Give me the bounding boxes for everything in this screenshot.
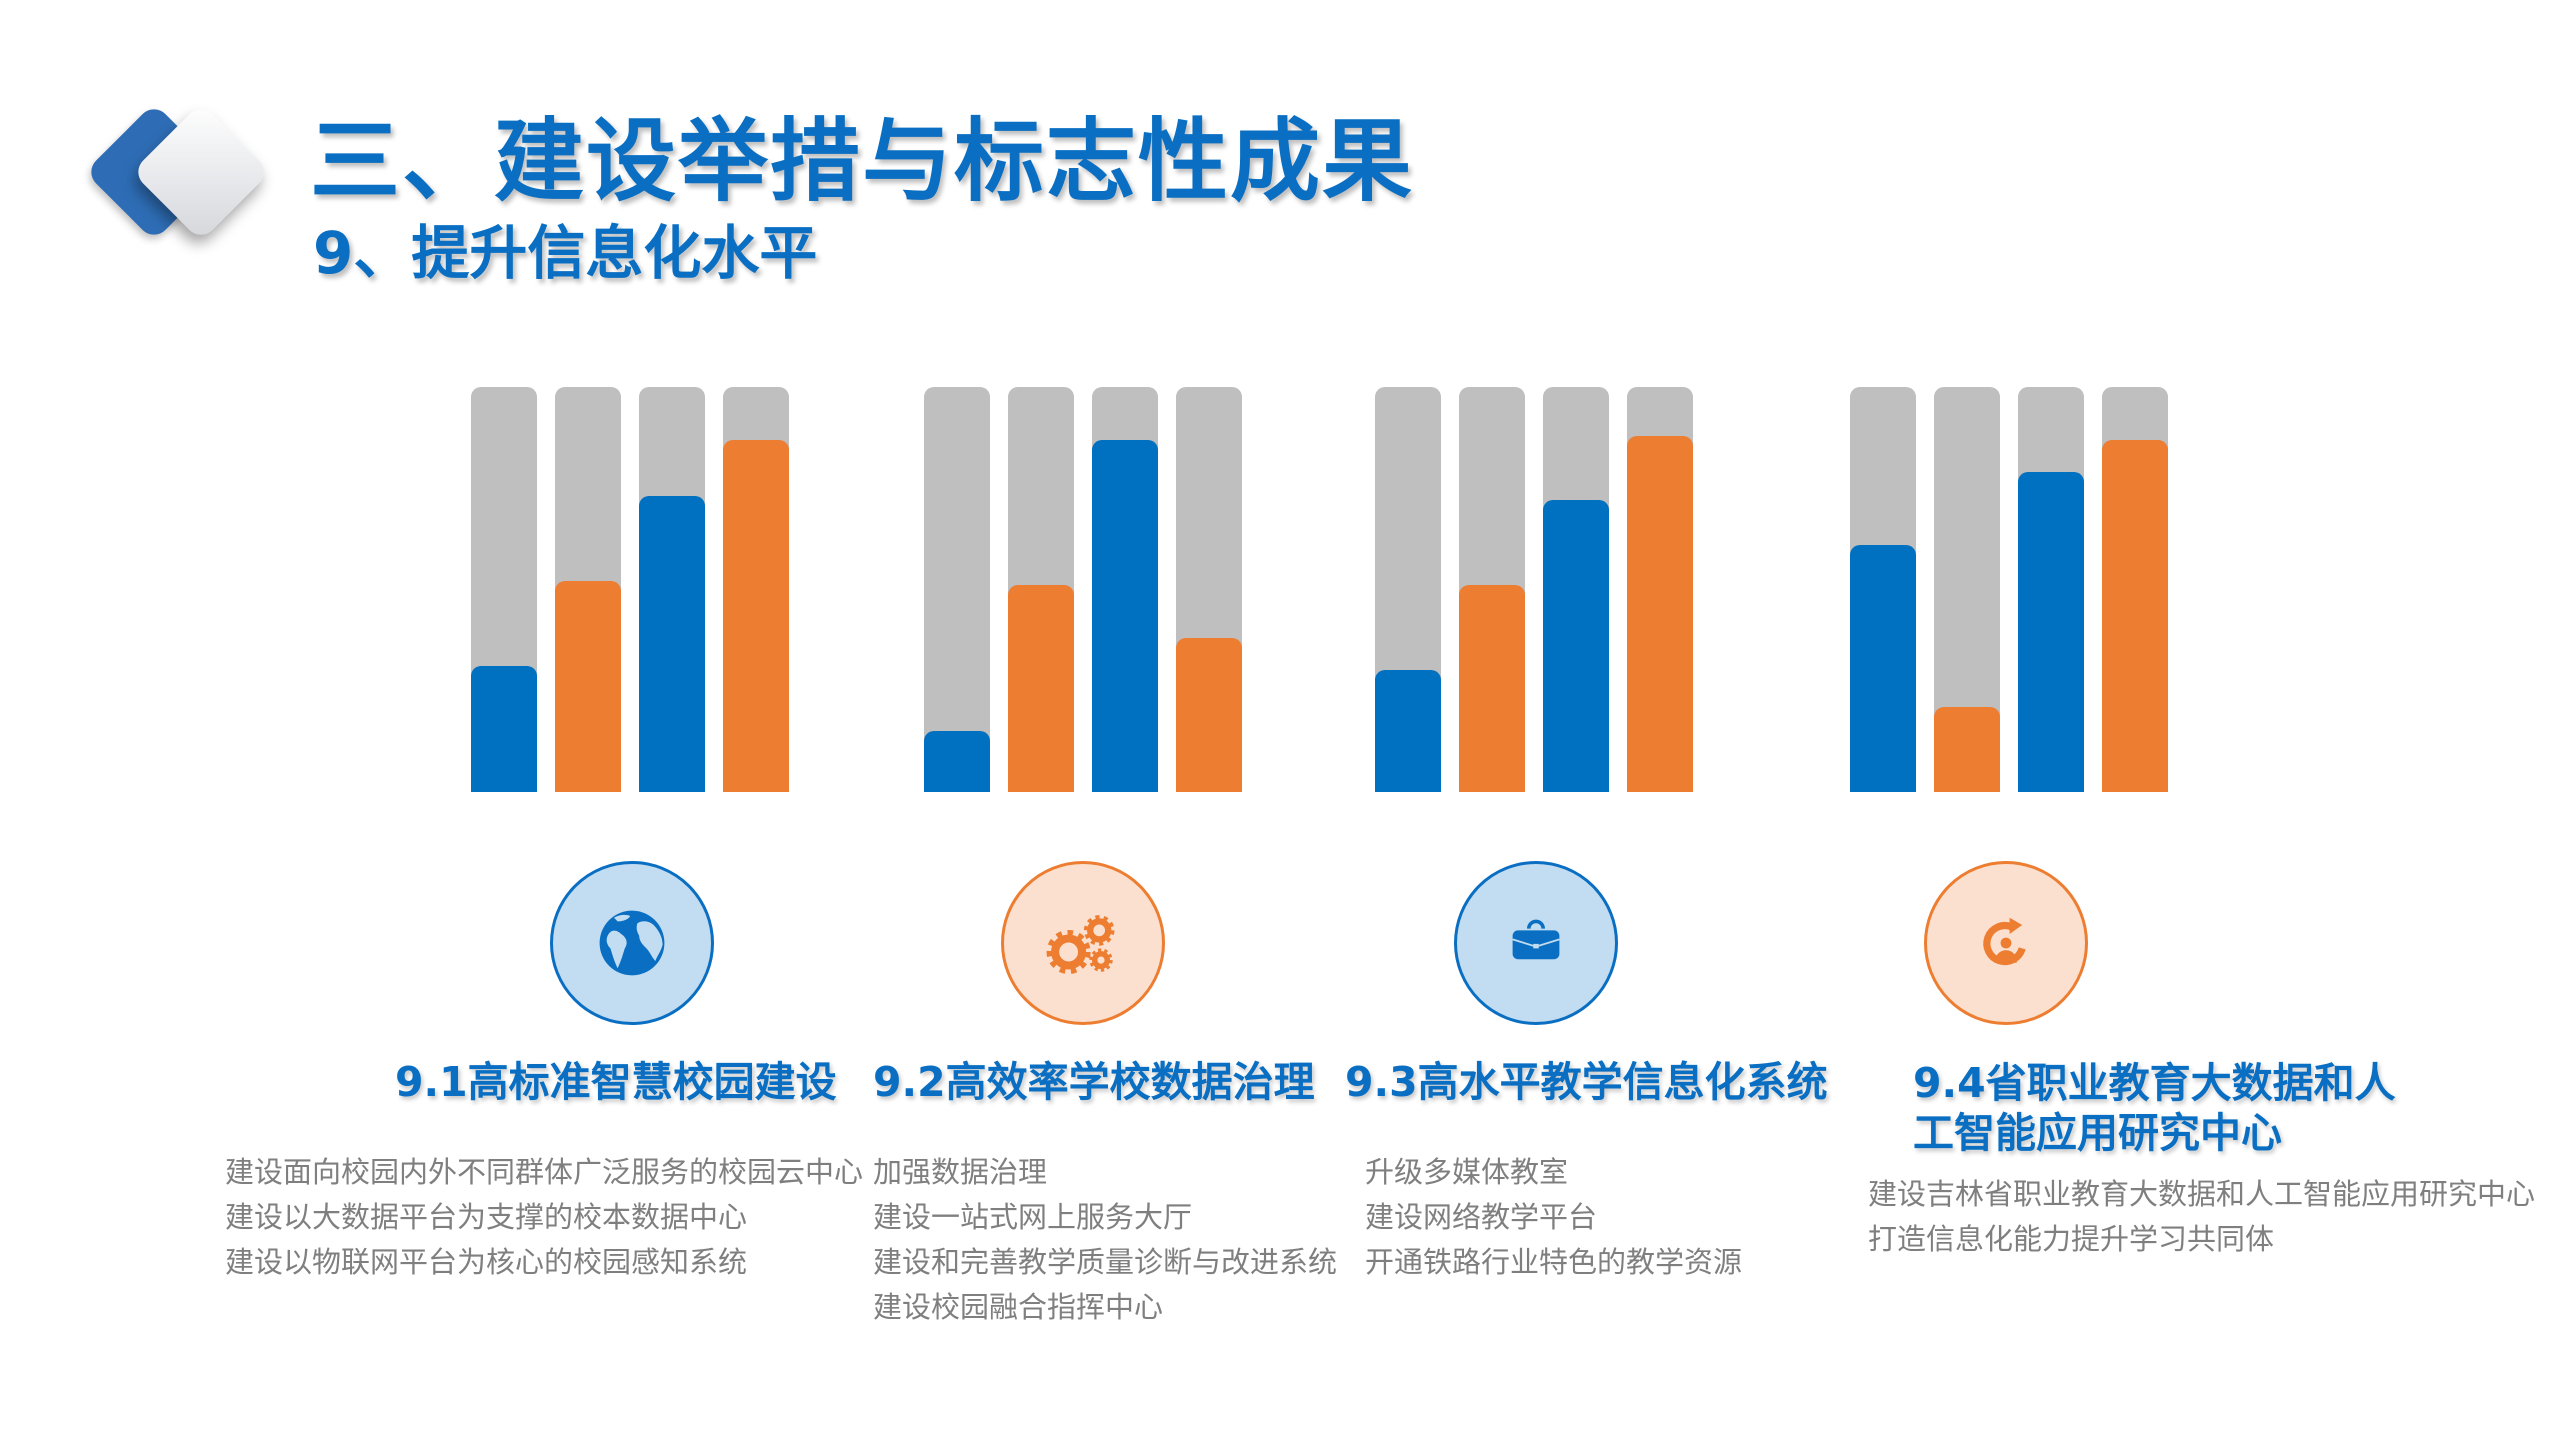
page-title: 三、建设举措与标志性成果 xyxy=(310,109,1414,214)
bar-2-3 xyxy=(1092,440,1158,792)
bar-2-1 xyxy=(924,731,990,792)
section-heading-3: 9.3高水平教学信息化系统 xyxy=(1345,1058,1828,1107)
section-list-2: 加强数据治理 建设一站式网上服务大厅 建设和完善教学质量诊断与改进系统 建设校园… xyxy=(873,1150,1337,1330)
section-heading-2: 9.2高效率学校数据治理 xyxy=(873,1058,1315,1107)
bar-track xyxy=(639,387,705,792)
list-item: 建设以大数据平台为支撑的校本数据中心 xyxy=(225,1200,748,1234)
list-item: 建设以物联网平台为核心的校园感知系统 xyxy=(225,1245,748,1279)
list-item: 打造信息化能力提升学习共同体 xyxy=(1868,1222,2275,1256)
section-list-3: 升级多媒体教室 建设网络教学平台 开通铁路行业特色的教学资源 xyxy=(1365,1150,1742,1285)
heading-line: 9.1高标准智慧校园建设 xyxy=(395,1058,837,1106)
bar-track xyxy=(2018,387,2084,792)
globe-icon xyxy=(599,910,665,976)
logo xyxy=(70,85,300,260)
bar-track xyxy=(1850,387,1916,792)
briefcase-icon-circle xyxy=(1454,861,1618,1025)
heading-line: 9.3高水平教学信息化系统 xyxy=(1345,1058,1828,1106)
bar-track xyxy=(1008,387,1074,792)
section-heading-1: 9.1高标准智慧校园建设 xyxy=(395,1058,837,1107)
bar-track xyxy=(1543,387,1609,792)
list-item: 建设面向校园内外不同群体广泛服务的校园云中心 xyxy=(225,1155,864,1189)
list-item: 加强数据治理 xyxy=(873,1155,1048,1189)
bar-track xyxy=(2102,387,2168,792)
bar-3-3 xyxy=(1543,500,1609,792)
bar-1-4 xyxy=(723,440,789,792)
page-subtitle: 9、提升信息化水平 xyxy=(313,219,818,287)
bar-1-1 xyxy=(471,666,537,792)
bar-2-2 xyxy=(1008,585,1074,792)
section-heading-4: 9.4省职业教育大数据和人 工智能应用研究中心 xyxy=(1913,1058,2396,1158)
bar-1-2 xyxy=(555,581,621,792)
list-item: 建设和完善教学质量诊断与改进系统 xyxy=(873,1245,1338,1279)
bar-track xyxy=(1627,387,1693,792)
heading-line: 9.4省职业教育大数据和人 xyxy=(1913,1059,2396,1107)
bar-2-4 xyxy=(1176,638,1242,792)
person-refresh-icon-circle xyxy=(1924,861,2088,1025)
person-refresh-icon xyxy=(1983,917,2026,966)
bar-track xyxy=(1459,387,1525,792)
list-item: 升级多媒体教室 xyxy=(1365,1155,1569,1189)
bar-chart xyxy=(0,387,2560,792)
bar-track xyxy=(1092,387,1158,792)
list-item: 开通铁路行业特色的教学资源 xyxy=(1365,1245,1743,1279)
list-item: 建设一站式网上服务大厅 xyxy=(873,1200,1193,1234)
bar-3-2 xyxy=(1459,585,1525,792)
bar-1-3 xyxy=(639,496,705,792)
bar-4-4 xyxy=(2102,440,2168,792)
gears-icon-circle xyxy=(1001,861,1165,1025)
bar-track xyxy=(1934,387,2000,792)
bar-4-2 xyxy=(1934,707,2000,792)
bar-track xyxy=(1375,387,1441,792)
heading-line: 工智能应用研究中心 xyxy=(1913,1109,2282,1157)
section-list-1: 建设面向校园内外不同群体广泛服务的校园云中心 建设以大数据平台为支撑的校本数据中… xyxy=(225,1150,863,1285)
briefcase-icon xyxy=(1512,919,1560,960)
bar-4-3 xyxy=(2018,472,2084,792)
bar-track xyxy=(1176,387,1242,792)
heading-line: 9.2高效率学校数据治理 xyxy=(873,1058,1315,1106)
bar-track xyxy=(555,387,621,792)
bar-3-4 xyxy=(1627,436,1693,792)
bar-track xyxy=(924,387,990,792)
list-item: 建设吉林省职业教育大数据和人工智能应用研究中心 xyxy=(1868,1177,2536,1211)
section-list-4: 建设吉林省职业教育大数据和人工智能应用研究中心 打造信息化能力提升学习共同体 xyxy=(1868,1172,2535,1262)
bar-track xyxy=(471,387,537,792)
list-item: 建设网络教学平台 xyxy=(1365,1200,1598,1234)
globe-icon-circle xyxy=(550,861,714,1025)
gears-icon xyxy=(1046,915,1115,975)
bar-3-1 xyxy=(1375,670,1441,792)
bar-track xyxy=(723,387,789,792)
bar-4-1 xyxy=(1850,545,1916,792)
list-item: 建设校园融合指挥中心 xyxy=(873,1290,1164,1324)
